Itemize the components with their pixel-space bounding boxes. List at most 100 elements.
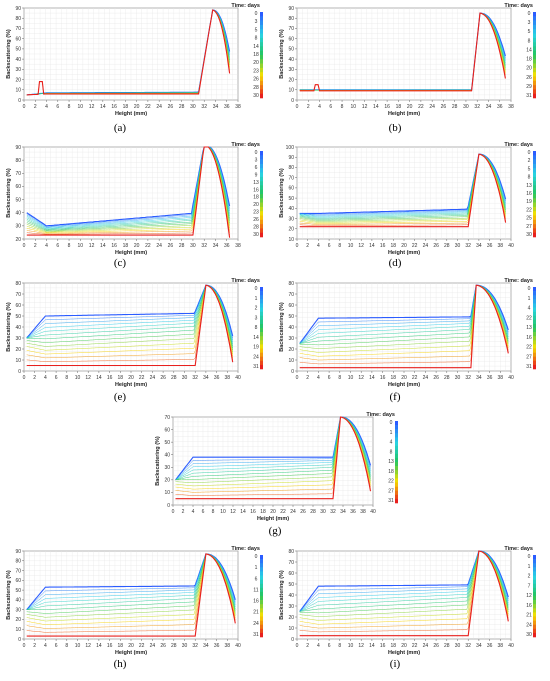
x-tick-label: 34 (486, 104, 492, 110)
panel-caption: (c) (114, 257, 127, 269)
x-tick-label: 36 (214, 643, 220, 649)
legend-entry: 1 (390, 430, 393, 436)
legend-entry: 23 (253, 68, 259, 74)
legend-entry: 0 (255, 11, 258, 17)
x-tick-label: 28 (179, 104, 185, 110)
x-tick-label: 8 (65, 643, 68, 649)
y-tick-label: 80 (288, 549, 294, 555)
legend-entry: 16 (526, 335, 532, 341)
x-tick-label: 18 (391, 643, 397, 649)
x-axis-label: Height (mm) (388, 382, 420, 388)
y-tick-label: 10 (15, 88, 21, 94)
legend-entry: 14 (253, 44, 259, 50)
legend-color-bar (395, 478, 398, 483)
y-tick-label: 50 (15, 314, 21, 320)
panel-caption: (e) (114, 391, 127, 403)
y-tick-label: 0 (18, 369, 21, 375)
y-tick-label: 40 (15, 57, 21, 63)
x-tick-label: 10 (220, 509, 226, 515)
legend-color-bar (533, 215, 536, 221)
legend-entry: 0 (255, 554, 258, 560)
legend-color-bar (533, 340, 536, 345)
x-tick-label: 38 (360, 509, 366, 515)
x-tick-label: 22 (145, 243, 151, 249)
series-line (26, 553, 236, 611)
legend-color-bar (260, 228, 263, 233)
legend-color-bar (533, 291, 536, 296)
legend-color-bar (260, 311, 263, 316)
y-tick-label: 50 (288, 47, 294, 53)
legend-color-bar (533, 42, 536, 47)
y-tick-label: 50 (164, 440, 170, 446)
x-tick-label: 0 (296, 243, 299, 249)
legend-color-bar (260, 215, 263, 221)
y-tick-label: 0 (167, 503, 170, 509)
series-line (299, 284, 509, 353)
series-line (26, 284, 233, 359)
series-line (26, 284, 233, 349)
legend-title: Time: days (231, 3, 260, 9)
legend-color-bar (533, 579, 536, 584)
x-tick-label: 8 (341, 104, 344, 110)
x-tick-label: 12 (362, 104, 368, 110)
x-tick-label: 16 (111, 243, 117, 249)
legend-color-bar (533, 89, 536, 94)
x-tick-label: 10 (348, 243, 354, 249)
x-tick-label: 22 (145, 104, 151, 110)
x-tick-label: 32 (201, 104, 207, 110)
legend-color-bar (260, 332, 263, 337)
y-tick-label: 60 (15, 36, 21, 42)
x-tick-label: 10 (348, 375, 354, 381)
legend-color-bar (260, 50, 263, 56)
legend-entry: 31 (253, 364, 259, 370)
legend-color-bar (260, 63, 263, 69)
x-tick-label: 20 (401, 375, 407, 381)
y-tick-label: 70 (15, 568, 21, 574)
x-tick-label: 18 (123, 243, 129, 249)
legend-title: Time: days (504, 3, 533, 9)
y-tick-label: 10 (288, 237, 294, 243)
x-tick-label: 2 (306, 643, 309, 649)
x-tick-label: 36 (224, 104, 230, 110)
legend-title: Time: days (504, 142, 533, 148)
y-tick-label: 60 (15, 578, 21, 584)
x-tick-label: 12 (85, 643, 91, 649)
x-axis-label: Height (mm) (257, 516, 289, 522)
x-tick-label: 32 (465, 643, 471, 649)
x-tick-label: 2 (34, 104, 37, 110)
x-tick-label: 2 (33, 375, 36, 381)
x-tick-label: 6 (56, 104, 59, 110)
x-tick-label: 0 (23, 375, 26, 381)
series-line (26, 553, 236, 610)
legend-color-bar (260, 219, 263, 225)
x-tick-label: 14 (96, 375, 102, 381)
series-line (26, 146, 230, 230)
legend-entry: 1 (255, 296, 258, 302)
legend-entry: 9 (255, 172, 258, 178)
legend-color-bar (260, 42, 263, 47)
legend-entry: 2 (528, 574, 531, 580)
legend-entry: 18 (388, 469, 394, 475)
y-tick-label: 10 (288, 358, 294, 364)
y-tick-label: 0 (18, 637, 21, 643)
x-tick-label: 2 (33, 643, 36, 649)
x-tick-label: 30 (455, 643, 461, 649)
y-tick-label: 30 (15, 336, 21, 342)
x-tick-label: 36 (487, 643, 493, 649)
y-axis-label: Backscattering (%) (279, 168, 285, 218)
x-tick-label: 8 (68, 104, 71, 110)
legend-color-bar (260, 616, 263, 621)
legend-color-bar (260, 328, 263, 333)
legend-color-bar (533, 591, 536, 597)
x-tick-label: 2 (306, 375, 309, 381)
x-tick-label: 34 (340, 509, 346, 515)
y-tick-label: 30 (288, 604, 294, 610)
legend-color-bar (260, 352, 263, 357)
legend-entry: 8 (528, 175, 531, 181)
x-tick-label: 10 (348, 643, 354, 649)
x-tick-label: 38 (225, 643, 231, 649)
legend-entry: 7 (528, 583, 531, 589)
x-tick-label: 14 (96, 643, 102, 649)
legend-color-bar (395, 445, 398, 450)
chart-panel-e: 0 2 4 6 8 10 12 14 16 18 20 22 24 26 28 30 32 34 36 38 40010… (6, 278, 263, 403)
